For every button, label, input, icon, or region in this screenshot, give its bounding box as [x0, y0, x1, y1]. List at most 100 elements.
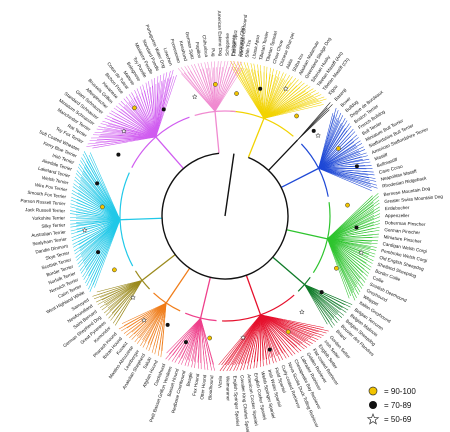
branch [144, 302, 167, 342]
branch [134, 302, 167, 343]
branch [318, 144, 357, 169]
branch [318, 117, 338, 169]
branch [96, 280, 143, 293]
branch [263, 98, 327, 119]
legend-label-low: = 50-69 [384, 414, 412, 424]
leaf-label: German Spitz [185, 31, 196, 60]
branch [318, 110, 339, 169]
branch [110, 120, 156, 138]
branch [121, 108, 157, 138]
branch [318, 152, 367, 169]
branch [93, 280, 143, 300]
branch [97, 280, 143, 305]
branch [253, 69, 265, 119]
leaf-label: Weimaraner [225, 376, 230, 401]
branch [260, 314, 316, 342]
branch [142, 302, 167, 341]
branch [150, 302, 167, 346]
leaf-label: Chihuahua [202, 35, 210, 58]
leaf-label: Parson Russell Terrier [20, 198, 66, 206]
leaf-label: Collie [372, 275, 385, 284]
branch [214, 61, 242, 112]
branch [89, 219, 121, 280]
support-low-mark [358, 249, 365, 256]
branch [92, 219, 121, 286]
branch [253, 314, 261, 369]
branch [260, 314, 319, 333]
branch [166, 317, 201, 354]
branch [260, 314, 314, 337]
support-mid-mark [96, 250, 101, 255]
branch [249, 314, 261, 370]
leaf-label: American Eskimo Dog [217, 11, 223, 57]
branch [260, 314, 298, 347]
branch [155, 73, 165, 138]
branch [95, 136, 156, 143]
support-low-mark [141, 317, 147, 323]
branch [263, 86, 311, 119]
support-low-mark [315, 132, 321, 139]
clade-stem [286, 229, 328, 240]
leaf-label: Finnish Spitz [232, 29, 239, 56]
leaf-label: Shih Tzu [244, 39, 251, 58]
branch [193, 318, 201, 362]
clade-stem [247, 118, 265, 158]
branch [260, 71, 265, 119]
branch [181, 318, 201, 365]
branch [82, 219, 121, 262]
support-high-mark [345, 202, 350, 208]
branch [155, 69, 174, 138]
branch [222, 314, 261, 372]
branch [327, 238, 364, 287]
branch [263, 73, 287, 119]
black-circle-icon [366, 399, 380, 411]
clade-c-red [218, 275, 329, 372]
branch [70, 199, 121, 221]
branch [113, 280, 143, 316]
leaf-label: Smooth Fox Terrier [27, 190, 67, 200]
branch [153, 302, 167, 347]
branch [263, 75, 290, 119]
branch [247, 68, 265, 119]
branch [327, 214, 375, 240]
branch [318, 155, 368, 169]
branch [304, 284, 328, 325]
branch [159, 302, 167, 350]
branch [304, 284, 347, 303]
clade-stem [268, 139, 298, 171]
leaf-label: Japanese Chin [237, 25, 245, 56]
branch [260, 314, 277, 363]
branch [263, 77, 280, 119]
clade-stem [155, 136, 184, 170]
branch [263, 74, 274, 119]
branch [327, 238, 371, 251]
branch [263, 88, 314, 119]
branch [318, 168, 375, 176]
leaf-label: Australian Terrier [31, 229, 66, 238]
branch [151, 79, 157, 138]
branch [125, 104, 157, 138]
branch [89, 152, 121, 220]
branch [121, 302, 167, 324]
branch [73, 183, 121, 220]
branch [260, 314, 309, 340]
clade-c-green [286, 193, 381, 301]
branch [327, 238, 359, 295]
branch [78, 219, 121, 246]
branch [85, 219, 121, 271]
branch [148, 81, 157, 138]
branch [260, 314, 324, 328]
support-mid-mark [95, 181, 100, 186]
clade-arc [131, 116, 190, 168]
branch [165, 317, 201, 360]
branch [327, 217, 375, 240]
branch [136, 302, 167, 344]
branch [96, 136, 156, 141]
clade-stem [199, 277, 211, 319]
branch [77, 219, 121, 239]
legend-row-mid: = 70-89 [366, 398, 444, 412]
branch [197, 318, 201, 363]
branch [256, 314, 261, 368]
branch [327, 228, 374, 240]
